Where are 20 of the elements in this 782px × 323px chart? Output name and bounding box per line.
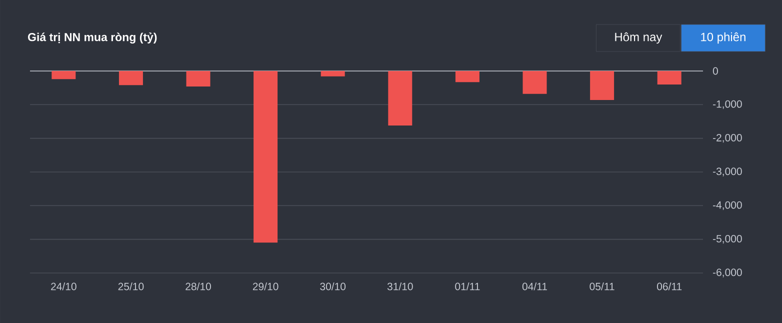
y-tick-label: -1,000 bbox=[713, 100, 742, 110]
x-tick-label: 05/11 bbox=[590, 282, 614, 290]
text: Hôm nay bbox=[615, 32, 662, 44]
x-tick-label: 04/11 bbox=[522, 282, 547, 290]
x-tick-label: 30/10 bbox=[320, 282, 346, 290]
text: 10 phiên bbox=[701, 32, 746, 44]
y-tick-label: 0 bbox=[712, 67, 718, 75]
y-tick-label: -3,000 bbox=[713, 168, 742, 176]
x-tick-label: 31/10 bbox=[387, 282, 413, 290]
x-tick-label: 25/10 bbox=[118, 282, 144, 290]
y-tick-label: -5,000 bbox=[713, 234, 742, 244]
chart-title: Giá trị NN mua ròng (tỷ) bbox=[28, 32, 157, 44]
y-tick-label: -6,000 bbox=[713, 268, 742, 278]
x-tick-label: 24/10 bbox=[51, 282, 76, 290]
x-tick-label: 28/10 bbox=[186, 282, 211, 290]
y-tick-label: -2,000 bbox=[713, 134, 742, 143]
x-tick-label: 01/11 bbox=[455, 282, 480, 290]
x-tick-label: 06/11 bbox=[657, 282, 682, 290]
y-tick-label: -4,000 bbox=[713, 201, 742, 210]
x-tick-label: 29/10 bbox=[252, 282, 278, 290]
